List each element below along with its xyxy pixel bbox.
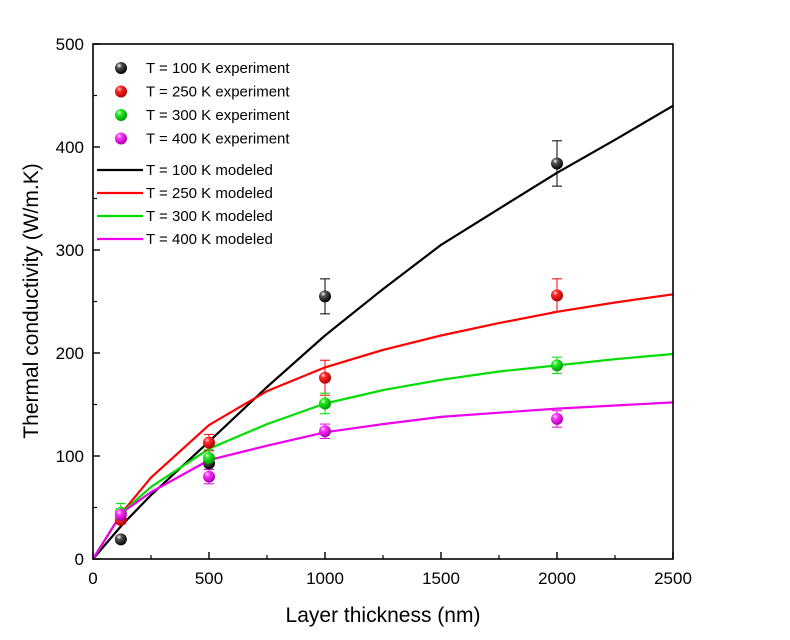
x-tick-label: 500 xyxy=(195,569,223,588)
legend-marker xyxy=(115,85,127,98)
x-tick-label: 2000 xyxy=(538,569,576,588)
legend-marker xyxy=(115,132,127,145)
series-line xyxy=(92,293,674,560)
data-point xyxy=(203,452,215,465)
y-tick-label: 0 xyxy=(75,550,84,569)
legend-label: T = 100 K experiment xyxy=(146,60,290,77)
data-point xyxy=(114,508,127,521)
legend-label: T = 250 K experiment xyxy=(146,84,290,101)
data-point xyxy=(551,412,563,425)
x-tick-label: 2500 xyxy=(654,569,692,588)
y-tick-label: 500 xyxy=(56,35,84,54)
y-tick-label: 400 xyxy=(56,138,84,157)
x-tick-label: 1000 xyxy=(306,569,344,588)
legend-label: T = 400 K experiment xyxy=(146,131,290,148)
data-point xyxy=(551,157,563,170)
y-tick-label: 200 xyxy=(56,344,84,363)
legend-marker xyxy=(115,109,127,121)
data-point xyxy=(203,470,215,483)
data-point xyxy=(114,533,127,546)
legend-label: T = 400 K modeled xyxy=(146,231,273,248)
data-point xyxy=(203,436,215,449)
x-tick-label: 1500 xyxy=(422,569,460,588)
legend-label: T = 100 K modeled xyxy=(146,162,273,179)
y-tick-label: 100 xyxy=(56,447,84,466)
y-axis-title: Thermal conductivity (W/m.K) xyxy=(20,163,43,438)
y-tick-label: 300 xyxy=(56,241,84,260)
data-point xyxy=(319,290,331,303)
legend-label: T = 300 K experiment xyxy=(146,107,290,124)
data-point xyxy=(319,425,331,438)
data-point xyxy=(319,371,331,384)
series-line xyxy=(92,104,674,560)
legend-marker xyxy=(115,62,127,74)
data-point xyxy=(551,289,563,302)
x-tick-label: 0 xyxy=(88,569,97,588)
data-point xyxy=(551,359,563,372)
series-line xyxy=(92,352,674,560)
data-point xyxy=(319,397,331,410)
x-axis-title: Layer thickness (nm) xyxy=(286,604,481,627)
series-line xyxy=(92,401,674,560)
legend-label: T = 250 K modeled xyxy=(146,185,273,202)
legend-label: T = 300 K modeled xyxy=(146,208,273,225)
